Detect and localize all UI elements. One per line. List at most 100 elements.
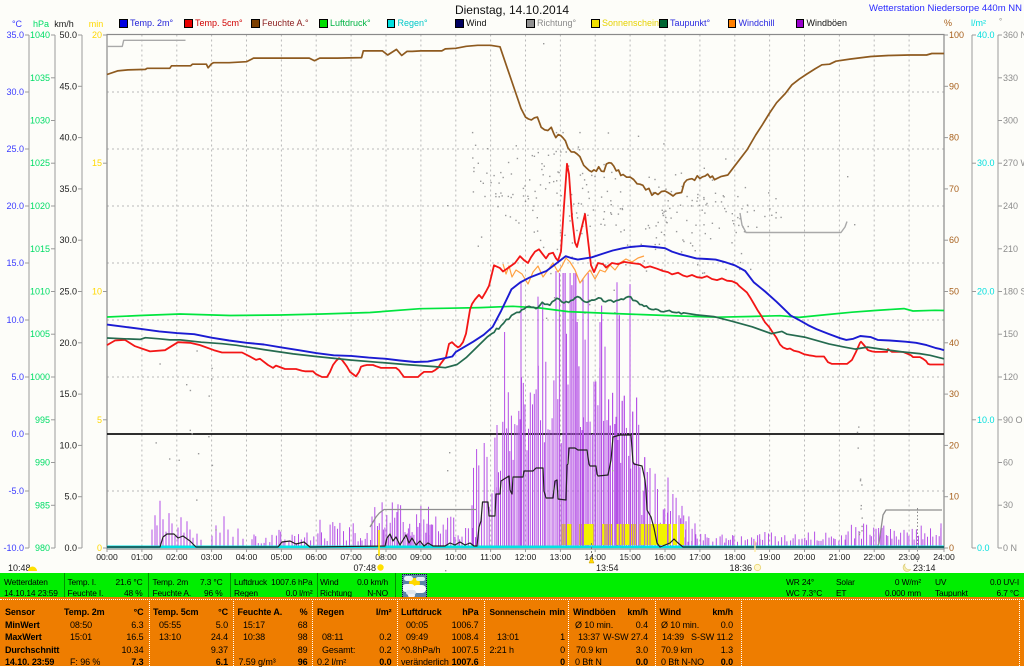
svg-text:09:00: 09:00 xyxy=(410,552,432,562)
svg-text:14:00: 14:00 xyxy=(584,552,606,562)
svg-text:180 S: 180 S xyxy=(1003,287,1024,297)
svg-text:01:00: 01:00 xyxy=(131,552,153,562)
svg-text:40.0: 40.0 xyxy=(59,133,77,143)
svg-text:-10.0: -10.0 xyxy=(3,543,24,553)
svg-text:30.0: 30.0 xyxy=(6,87,24,97)
svg-text:35.0: 35.0 xyxy=(6,30,24,40)
svg-text:1025: 1025 xyxy=(30,158,50,168)
svg-text:80: 80 xyxy=(949,133,959,143)
svg-text:50.0: 50.0 xyxy=(59,30,77,40)
svg-text:1000: 1000 xyxy=(30,372,50,382)
svg-text:20.0: 20.0 xyxy=(6,201,24,211)
svg-text:10: 10 xyxy=(949,492,959,502)
svg-text:16:00: 16:00 xyxy=(654,552,676,562)
svg-text:07:00: 07:00 xyxy=(340,552,362,562)
svg-text:985: 985 xyxy=(35,500,50,510)
svg-text:25.0: 25.0 xyxy=(59,287,77,297)
svg-text:24:00: 24:00 xyxy=(933,552,955,562)
svg-text:07:48: 07:48 xyxy=(353,563,376,573)
svg-text:1040: 1040 xyxy=(30,30,50,40)
svg-text:10.0: 10.0 xyxy=(59,440,77,450)
svg-text:10.0: 10.0 xyxy=(6,315,24,325)
svg-text:05:00: 05:00 xyxy=(271,552,293,562)
svg-text:30: 30 xyxy=(1003,500,1013,510)
svg-text:15: 15 xyxy=(92,158,102,168)
svg-text:°: ° xyxy=(999,17,1002,26)
svg-text:240: 240 xyxy=(1003,201,1018,211)
svg-text:30.0: 30.0 xyxy=(59,235,77,245)
svg-text:10:48: 10:48 xyxy=(8,563,31,573)
svg-text:120: 120 xyxy=(1003,372,1018,382)
svg-text:990: 990 xyxy=(35,458,50,468)
svg-text:08:00: 08:00 xyxy=(375,552,397,562)
svg-text:30.0: 30.0 xyxy=(977,158,995,168)
svg-text:1005: 1005 xyxy=(30,329,50,339)
svg-text:15.0: 15.0 xyxy=(6,258,24,268)
svg-text:0.0: 0.0 xyxy=(11,429,24,439)
svg-text:45.0: 45.0 xyxy=(59,81,77,91)
svg-text:25.0: 25.0 xyxy=(6,144,24,154)
svg-text:18:36: 18:36 xyxy=(729,563,752,573)
svg-text:20: 20 xyxy=(92,30,102,40)
svg-text:l/m²: l/m² xyxy=(971,18,986,28)
svg-text:60: 60 xyxy=(1003,458,1013,468)
svg-text:0 N: 0 N xyxy=(1003,543,1017,553)
svg-text:0.0: 0.0 xyxy=(64,543,77,553)
svg-text:10.0: 10.0 xyxy=(977,415,995,425)
svg-text:90 O: 90 O xyxy=(1003,415,1023,425)
svg-text:1010: 1010 xyxy=(30,287,50,297)
svg-text:1030: 1030 xyxy=(30,116,50,126)
svg-text:min: min xyxy=(89,19,104,29)
svg-text:150: 150 xyxy=(1003,329,1018,339)
svg-text:40: 40 xyxy=(949,338,959,348)
svg-text:0: 0 xyxy=(97,543,102,553)
svg-text:15:00: 15:00 xyxy=(619,552,641,562)
svg-text:5: 5 xyxy=(97,415,102,425)
svg-text:210: 210 xyxy=(1003,244,1018,254)
svg-text:km/h: km/h xyxy=(54,19,74,29)
svg-text:19:00: 19:00 xyxy=(759,552,781,562)
svg-text:20:00: 20:00 xyxy=(794,552,816,562)
svg-text:0.0: 0.0 xyxy=(977,543,990,553)
svg-text:13:54: 13:54 xyxy=(596,563,619,573)
svg-text:50: 50 xyxy=(949,287,959,297)
svg-text:13:00: 13:00 xyxy=(550,552,572,562)
svg-text:90: 90 xyxy=(949,81,959,91)
svg-text:22:00: 22:00 xyxy=(863,552,885,562)
svg-text:995: 995 xyxy=(35,415,50,425)
svg-text:1035: 1035 xyxy=(30,73,50,83)
svg-text:20: 20 xyxy=(949,440,959,450)
svg-text:100: 100 xyxy=(949,30,964,40)
svg-text:00:00: 00:00 xyxy=(96,552,118,562)
svg-text:5.0: 5.0 xyxy=(64,492,77,502)
svg-text:70: 70 xyxy=(949,184,959,194)
svg-text:%: % xyxy=(944,18,952,28)
svg-text:300: 300 xyxy=(1003,116,1018,126)
svg-text:980: 980 xyxy=(35,543,50,553)
svg-text:17:00: 17:00 xyxy=(689,552,711,562)
svg-text:20.0: 20.0 xyxy=(977,287,995,297)
svg-text:21:00: 21:00 xyxy=(829,552,851,562)
svg-text:35.0: 35.0 xyxy=(59,184,77,194)
svg-text:5.0: 5.0 xyxy=(11,372,24,382)
svg-text:06:00: 06:00 xyxy=(305,552,327,562)
svg-text:-5.0: -5.0 xyxy=(8,486,24,496)
svg-text:02:00: 02:00 xyxy=(166,552,188,562)
svg-text:330: 330 xyxy=(1003,73,1018,83)
svg-text:15.0: 15.0 xyxy=(59,389,77,399)
svg-text:10: 10 xyxy=(92,287,102,297)
svg-text:04:00: 04:00 xyxy=(236,552,258,562)
svg-text:23:14: 23:14 xyxy=(913,563,936,573)
svg-text:270 W: 270 W xyxy=(1003,158,1024,168)
svg-text:0: 0 xyxy=(949,543,954,553)
svg-text:03:00: 03:00 xyxy=(201,552,223,562)
svg-text:12:00: 12:00 xyxy=(515,552,537,562)
svg-text:10:00: 10:00 xyxy=(445,552,467,562)
svg-text:hPa: hPa xyxy=(33,19,49,29)
svg-text:°C: °C xyxy=(12,19,23,29)
svg-text:23:00: 23:00 xyxy=(898,552,920,562)
svg-text:1020: 1020 xyxy=(30,201,50,211)
svg-text:360 N: 360 N xyxy=(1003,30,1024,40)
svg-text:1015: 1015 xyxy=(30,244,50,254)
svg-text:60: 60 xyxy=(949,235,959,245)
